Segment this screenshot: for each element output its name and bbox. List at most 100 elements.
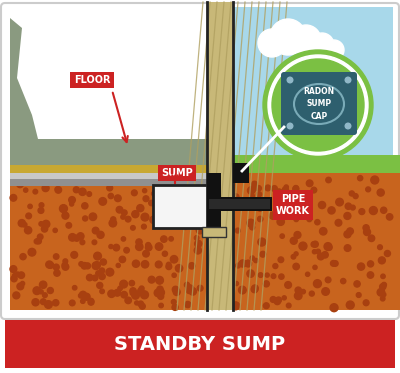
Circle shape	[326, 245, 332, 250]
Text: FLOOR: FLOOR	[74, 75, 110, 85]
Circle shape	[304, 209, 312, 216]
Bar	[209, 199, 270, 209]
Circle shape	[135, 301, 139, 305]
Bar	[233, 163, 249, 183]
Circle shape	[194, 247, 201, 254]
Circle shape	[64, 171, 72, 179]
Circle shape	[156, 289, 164, 297]
Circle shape	[330, 260, 336, 266]
Circle shape	[81, 263, 88, 269]
Circle shape	[260, 251, 266, 257]
Circle shape	[378, 257, 385, 264]
Circle shape	[271, 274, 276, 279]
Circle shape	[80, 291, 86, 298]
Circle shape	[335, 219, 342, 226]
Circle shape	[108, 290, 115, 297]
Circle shape	[256, 204, 264, 211]
Circle shape	[194, 167, 199, 173]
Circle shape	[312, 250, 316, 254]
Circle shape	[70, 300, 75, 306]
Circle shape	[47, 262, 54, 268]
Circle shape	[280, 234, 284, 238]
Circle shape	[142, 189, 147, 193]
Circle shape	[278, 257, 284, 263]
Circle shape	[130, 291, 135, 295]
Circle shape	[254, 258, 258, 263]
Circle shape	[291, 254, 296, 259]
Circle shape	[99, 198, 106, 205]
Circle shape	[239, 260, 246, 267]
Circle shape	[42, 185, 49, 192]
Circle shape	[306, 272, 310, 276]
Circle shape	[263, 281, 269, 287]
Circle shape	[166, 264, 172, 270]
Circle shape	[160, 173, 166, 178]
Circle shape	[37, 234, 43, 239]
Circle shape	[62, 212, 69, 219]
Circle shape	[88, 170, 95, 176]
Circle shape	[197, 285, 203, 291]
Circle shape	[121, 215, 125, 219]
Bar	[207, 173, 221, 228]
Circle shape	[102, 167, 108, 173]
Circle shape	[250, 194, 254, 198]
Circle shape	[324, 243, 332, 250]
Circle shape	[37, 174, 43, 180]
Circle shape	[97, 282, 103, 288]
Circle shape	[136, 239, 142, 245]
Circle shape	[100, 289, 104, 294]
Circle shape	[109, 219, 116, 227]
Circle shape	[102, 173, 108, 180]
Circle shape	[282, 296, 286, 300]
Circle shape	[363, 300, 369, 305]
Circle shape	[42, 293, 47, 298]
Circle shape	[99, 268, 105, 273]
FancyBboxPatch shape	[1, 3, 399, 319]
Circle shape	[369, 207, 377, 214]
Circle shape	[155, 243, 163, 250]
Circle shape	[368, 235, 375, 242]
Circle shape	[106, 268, 114, 276]
Circle shape	[326, 177, 331, 183]
Circle shape	[344, 245, 351, 251]
Circle shape	[28, 179, 33, 185]
Circle shape	[187, 196, 193, 202]
Circle shape	[92, 240, 97, 245]
Circle shape	[99, 273, 105, 279]
Circle shape	[311, 187, 317, 193]
Circle shape	[175, 264, 183, 272]
Circle shape	[310, 33, 334, 57]
Circle shape	[330, 304, 338, 312]
Circle shape	[97, 231, 104, 238]
Circle shape	[62, 263, 68, 268]
Circle shape	[284, 185, 288, 189]
Circle shape	[194, 236, 199, 240]
Circle shape	[87, 192, 92, 196]
Circle shape	[307, 217, 312, 222]
Circle shape	[247, 219, 255, 227]
Bar	[10, 139, 207, 165]
Circle shape	[71, 251, 78, 258]
Circle shape	[119, 256, 126, 263]
Circle shape	[111, 217, 116, 222]
Circle shape	[285, 282, 292, 288]
Circle shape	[34, 239, 39, 244]
Circle shape	[382, 292, 386, 297]
Circle shape	[54, 254, 59, 259]
Circle shape	[256, 186, 261, 191]
Circle shape	[282, 187, 288, 193]
Circle shape	[42, 226, 48, 232]
Circle shape	[275, 190, 280, 195]
Circle shape	[359, 209, 365, 214]
Circle shape	[381, 274, 385, 279]
Circle shape	[53, 264, 59, 270]
Circle shape	[322, 252, 328, 258]
Circle shape	[20, 282, 25, 286]
Circle shape	[60, 205, 68, 213]
Circle shape	[270, 297, 276, 303]
Circle shape	[24, 188, 28, 192]
Circle shape	[149, 200, 154, 206]
Circle shape	[309, 291, 314, 296]
Circle shape	[195, 240, 202, 247]
Circle shape	[270, 19, 306, 55]
